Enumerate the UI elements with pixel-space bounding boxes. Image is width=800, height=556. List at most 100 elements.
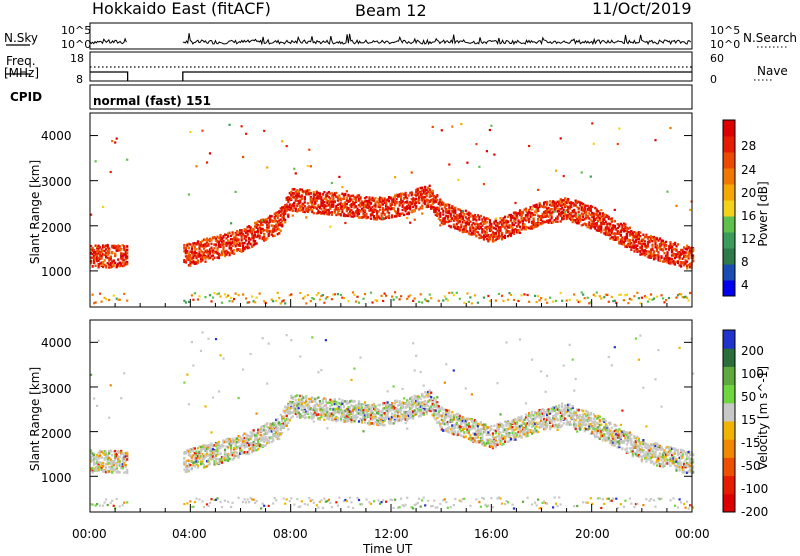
scatter-cell [101,301,103,303]
scatter-cell [317,371,319,373]
scatter-cell [283,299,285,301]
scatter-cell [225,253,227,255]
scatter-cell [614,226,616,228]
scatter-cell [183,244,185,246]
scatter-cell [201,331,203,333]
scatter-cell [426,195,428,197]
scatter-cell [281,140,283,142]
scatter-cell [260,434,262,436]
scatter-cell [337,419,339,421]
scatter-cell [98,458,100,460]
scatter-cell [611,219,613,221]
scatter-cell [656,296,658,298]
scatter-cell [224,500,226,502]
scatter-cell [504,237,506,239]
scatter-cell [116,498,118,500]
scatter-cell [114,458,116,460]
scatter-cell [251,295,253,297]
scatter-cell [322,294,324,296]
scatter-cell [233,253,235,255]
scatter-cell [370,292,372,294]
scatter-cell [299,200,301,202]
scatter-cell [665,245,667,247]
scatter-cell [99,246,101,248]
scatter-cell [338,194,340,196]
scatter-cell [307,202,309,204]
scatter-cell [198,498,200,500]
scatter-cell [680,293,682,295]
scatter-cell [519,232,521,234]
scatter-cell [459,229,461,231]
scatter-cell [332,414,334,416]
scatter-cell [207,460,209,462]
scatter-cell [537,189,539,191]
scatter-cell [207,244,209,246]
scatter-cell [414,297,416,299]
scatter-cell [575,212,577,214]
scatter-cell [192,506,194,508]
scatter-cell [427,300,429,302]
scatter-cell [599,295,601,297]
scatter-cell [552,301,554,303]
scatter-cell [617,238,619,240]
scatter-cell [468,301,470,303]
scatter-cell [95,160,97,162]
scatter-cell [688,299,690,301]
scatter-cell [469,296,471,298]
scatter-cell [466,162,468,164]
scatter-cell [305,396,307,398]
scatter-cell [614,220,616,222]
scatter-cell [277,427,279,429]
scatter-cell [507,221,509,223]
scatter-cell [126,501,128,503]
scatter-cell [466,230,468,232]
scatter-cell [275,300,277,302]
scatter-cell [287,422,289,424]
scatter-cell [272,440,274,442]
scatter-cell [641,297,643,299]
scatter-cell [388,215,390,217]
scatter-cell [409,294,411,296]
scatter-cell [126,263,128,265]
scatter-cell [685,251,687,253]
scatter-cell [320,416,322,418]
scatter-cell [344,222,346,224]
scatter-cell [430,297,432,299]
scatter-cell [229,458,231,460]
scatter-cell [209,253,211,255]
scatter-cell [451,292,453,294]
scatter-cell [96,405,98,407]
scatter-cell [436,199,438,201]
scatter-cell [230,222,232,224]
scatter-cell [587,215,589,217]
scatter-cell [99,505,101,507]
scatter-cell [222,246,224,248]
scatter-cell [286,498,288,500]
scatter-cell [450,213,452,215]
nsky-trace [183,33,691,44]
scatter-cell [320,196,322,198]
scatter-cell [114,262,116,264]
scatter-cell [627,302,629,304]
scatter-cell [296,205,298,207]
scatter-cell [256,242,258,244]
scatter-cell [308,416,310,418]
scatter-cell [474,214,476,216]
scatter-cell [213,257,215,259]
scatter-cell [520,294,522,296]
scatter-cell [528,221,530,223]
scatter-cell [355,200,357,202]
scatter-cell [665,248,667,250]
scatter-cell [268,440,270,442]
scatter-cell [111,454,113,456]
scatter-cell [195,498,197,500]
scatter-cell [320,369,322,371]
scatter-cell [92,294,94,296]
scatter-cell [581,171,583,173]
scatter-cell [219,452,221,454]
scatter-cell [391,204,393,206]
scatter-cell [495,218,497,220]
scatter-cell [248,452,250,454]
scatter-cell [600,228,602,230]
scatter-cell [126,469,128,471]
